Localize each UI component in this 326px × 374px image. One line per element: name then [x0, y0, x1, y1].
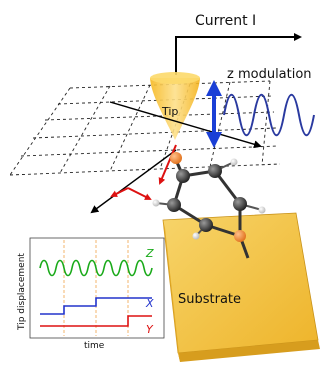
heteroatom-bottom — [234, 230, 246, 242]
substrate-block — [162, 212, 320, 362]
molecule — [152, 152, 266, 259]
y-trace — [40, 315, 152, 327]
current-circuit — [175, 33, 302, 75]
z-modulation-arrow — [206, 80, 222, 148]
inset-x-axis-label: time — [84, 341, 105, 351]
substrate-label: Substrate — [178, 292, 241, 307]
inset-y-axis-label: Tip displacement — [17, 253, 27, 331]
x-trace — [40, 297, 152, 315]
z-modulation-label: z modulation — [227, 67, 312, 82]
tip-displacement-inset: Z X Y time Tip displacement — [17, 237, 165, 351]
trace-label-x: X — [145, 297, 154, 310]
heteroatom-top — [170, 152, 182, 164]
z-modulation-wave — [223, 93, 315, 137]
scan-axes — [90, 101, 262, 214]
tip-label: Tip — [161, 105, 178, 118]
xy-displacement-arrows — [110, 144, 177, 200]
scan-grid — [9, 80, 281, 176]
stm-tip — [150, 72, 200, 140]
trace-label-y: Y — [146, 323, 154, 336]
trace-label-z: Z — [145, 247, 154, 260]
current-label: Current I — [195, 13, 256, 29]
z-trace — [39, 259, 153, 277]
